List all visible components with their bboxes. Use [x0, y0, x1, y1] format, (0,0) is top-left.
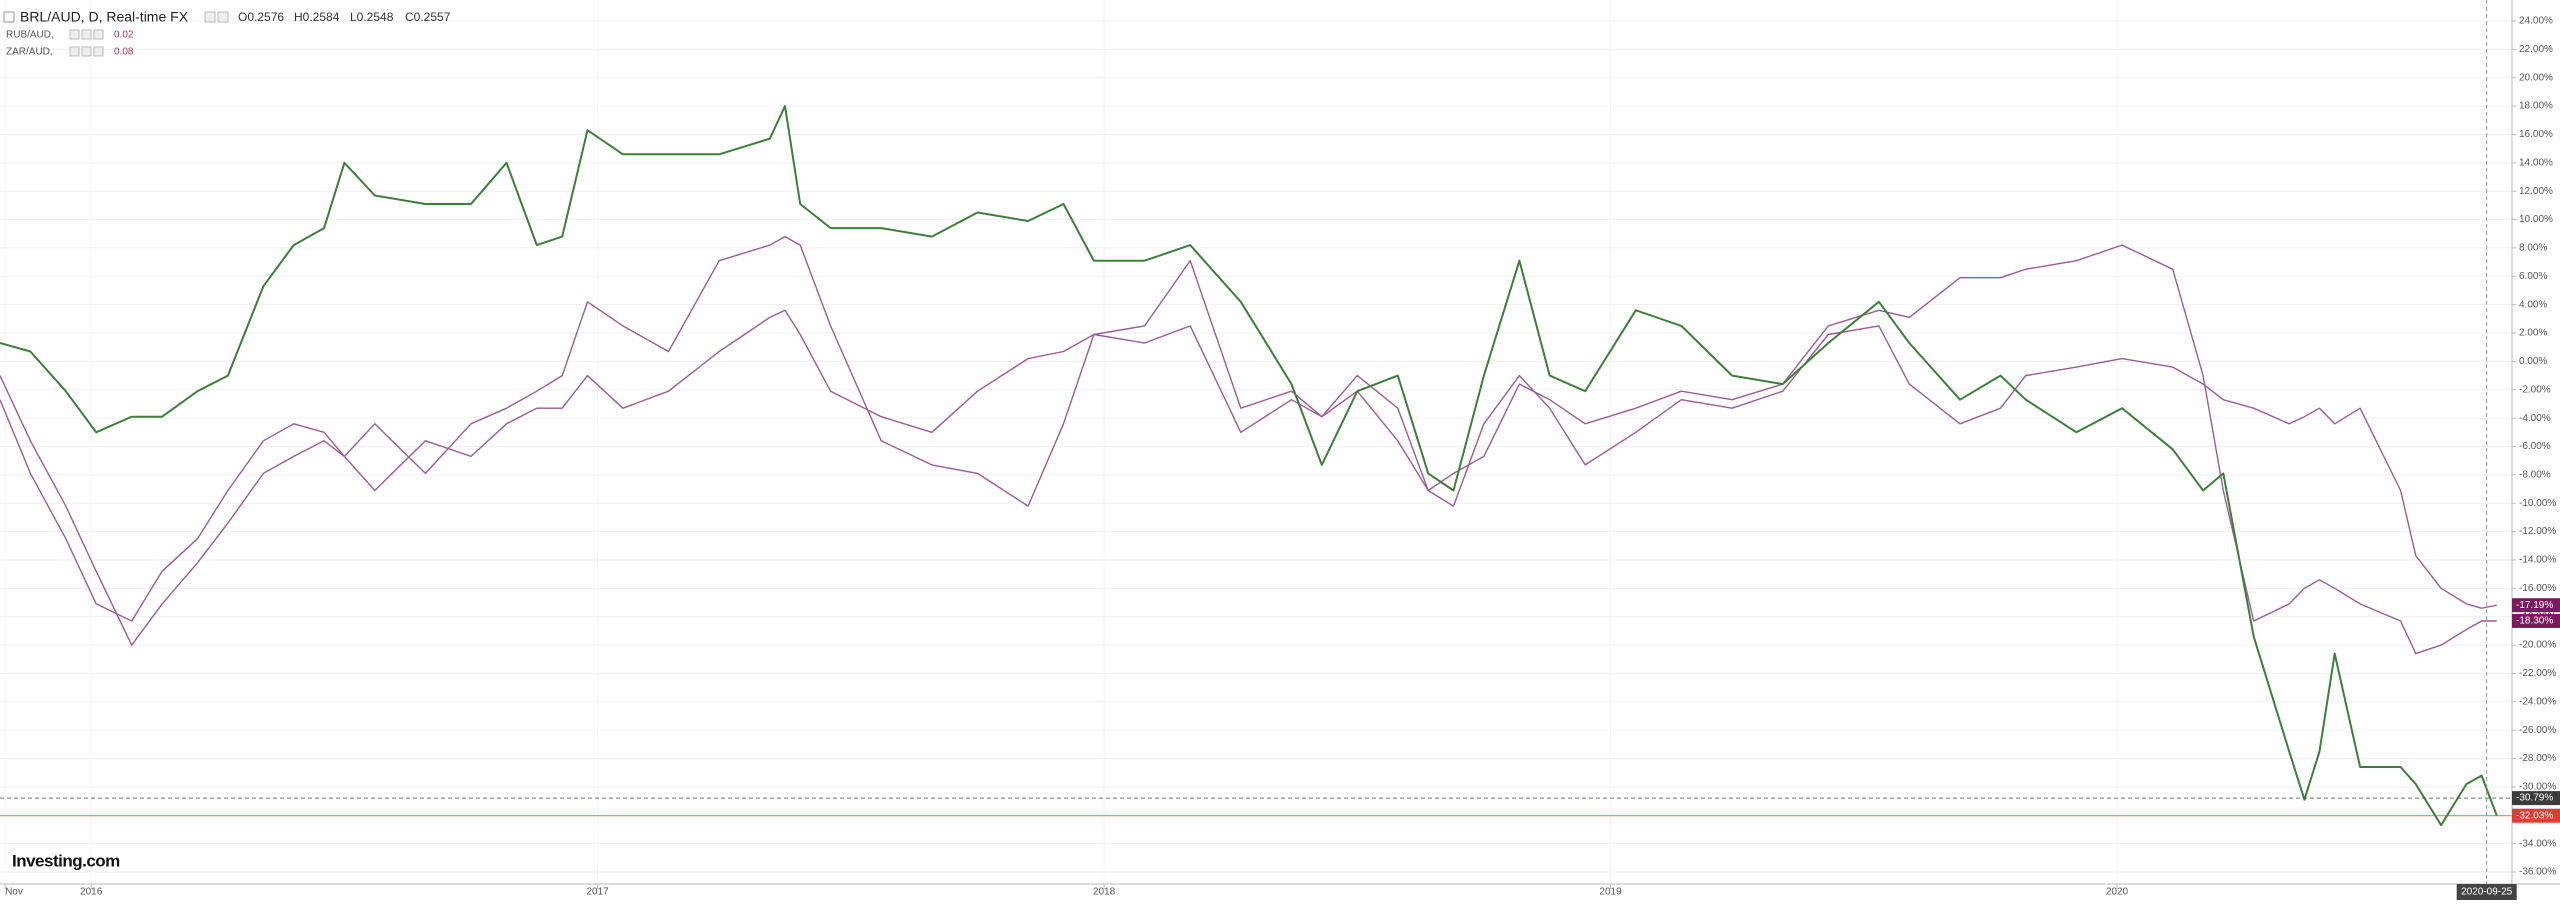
- y-tick-label: 10.00%: [2519, 214, 2553, 225]
- price-tag-label: -17.19%: [2516, 600, 2553, 611]
- y-tick-label: -8.00%: [2519, 470, 2551, 481]
- legend-series: ZAR/AUD,: [6, 47, 53, 58]
- x-tick-label: Nov: [5, 887, 23, 898]
- legend-value: 0.02: [114, 30, 134, 41]
- price-tag: [2512, 791, 2560, 806]
- y-tick-label: 18.00%: [2519, 101, 2553, 112]
- y-tick-label: -6.00%: [2519, 441, 2551, 452]
- cursor-box: [2456, 884, 2517, 900]
- x-tick-label: 2019: [1599, 887, 1622, 898]
- legend-icon[interactable]: [204, 11, 216, 23]
- legend-value: 0.08: [114, 47, 134, 58]
- y-tick-label: -26.00%: [2519, 725, 2556, 736]
- x-tick-label: 2017: [586, 887, 609, 898]
- ohlc-open: O0.2576: [238, 10, 284, 24]
- ohlc-high: H0.2584: [294, 10, 340, 24]
- logo: Investing.com: [12, 851, 120, 870]
- price-tag-label: -32.03%: [2516, 810, 2553, 821]
- legend-icon[interactable]: [93, 46, 104, 57]
- y-tick-label: -14.00%: [2519, 555, 2556, 566]
- plot: [0, 105, 2512, 827]
- legend-main: BRL/AUD, D, Real-time FX: [20, 9, 189, 25]
- legend: BRL/AUD, D, Real-time FX O0.2576 H0.2584…: [3, 9, 451, 58]
- y-tick-label: -4.00%: [2519, 413, 2551, 424]
- series-line: [0, 309, 2497, 646]
- y-tick-label: 12.00%: [2519, 186, 2553, 197]
- y-tick-label: 2.00%: [2519, 328, 2547, 339]
- y-tick-label: 4.00%: [2519, 299, 2547, 310]
- price-tag: [2512, 808, 2560, 823]
- x-tick-label: 2020: [2106, 887, 2129, 898]
- collapse-icon[interactable]: [3, 11, 15, 23]
- y-tick-label: 6.00%: [2519, 271, 2547, 282]
- y-tick-label: -28.00%: [2519, 753, 2556, 764]
- y-tick-label: 24.00%: [2519, 16, 2553, 27]
- y-tick-label: 22.00%: [2519, 44, 2553, 55]
- x-tick-label: 2018: [1093, 887, 1116, 898]
- y-tick-label: -36.00%: [2519, 867, 2556, 878]
- y-tick-label: -10.00%: [2519, 498, 2556, 509]
- y-tick-label: -30.00%: [2519, 782, 2556, 793]
- ohlc-low: L0.2548: [350, 10, 394, 24]
- cursor-label: 2020-09-25: [2461, 887, 2513, 898]
- legend-series: RUB/AUD,: [6, 30, 54, 41]
- legend-icon[interactable]: [69, 46, 80, 57]
- series-line: [0, 235, 2497, 655]
- legend-icon[interactable]: [81, 29, 92, 40]
- price-tag-label: -30.79%: [2516, 793, 2553, 804]
- price-tag: [2512, 613, 2560, 628]
- y-tick-label: -24.00%: [2519, 696, 2556, 707]
- y-tick-label: 16.00%: [2519, 129, 2553, 140]
- legend-icon[interactable]: [217, 11, 229, 23]
- y-tick-label: -34.00%: [2519, 838, 2556, 849]
- price-tag: [2512, 598, 2560, 613]
- price-tag-label: -18.30%: [2516, 616, 2553, 627]
- y-tick-label: 8.00%: [2519, 243, 2547, 254]
- y-tick-label: 0.00%: [2519, 356, 2547, 367]
- legend-icon[interactable]: [81, 46, 92, 57]
- x-tick-label: 2016: [80, 887, 103, 898]
- legend-icon[interactable]: [69, 29, 80, 40]
- ohlc-close: C0.2557: [405, 10, 451, 24]
- y-tick-label: 14.00%: [2519, 157, 2553, 168]
- legend-icon[interactable]: [93, 29, 104, 40]
- y-tick-label: -2.00%: [2519, 384, 2551, 395]
- y-tick-label: -16.00%: [2519, 583, 2556, 594]
- series-line: [0, 105, 2498, 827]
- y-tick-label: -22.00%: [2519, 668, 2556, 679]
- y-tick-label: -20.00%: [2519, 640, 2556, 651]
- y-tick-label: 20.00%: [2519, 72, 2553, 83]
- y-tick-label: -12.00%: [2519, 526, 2556, 537]
